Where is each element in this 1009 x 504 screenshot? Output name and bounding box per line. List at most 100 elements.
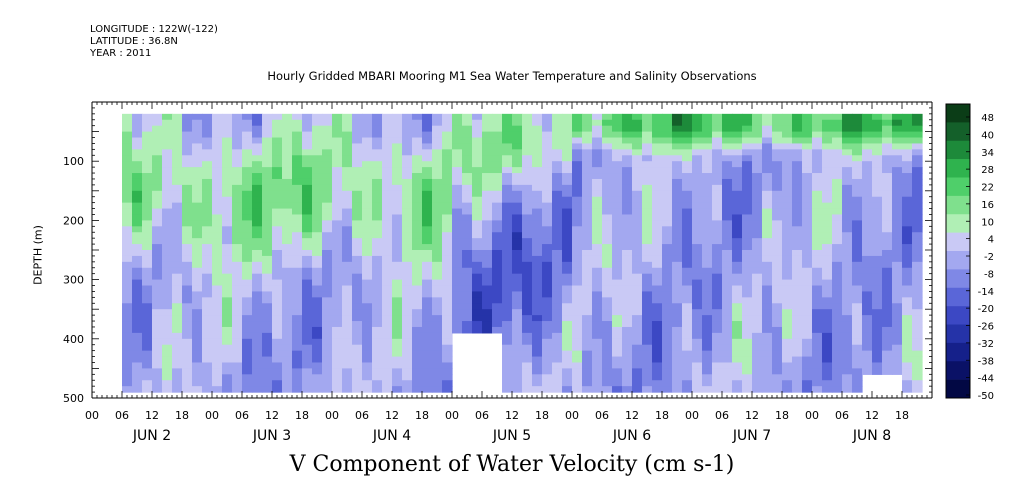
heatmap-cell	[542, 380, 553, 387]
heatmap-cell	[532, 238, 543, 245]
heatmap-cell	[392, 113, 403, 121]
heatmap-cell	[122, 374, 133, 381]
heatmap-cell	[372, 315, 383, 322]
heatmap-cell	[322, 214, 333, 221]
heatmap-cell	[882, 321, 893, 328]
heatmap-cell	[512, 137, 523, 145]
heatmap-cell	[402, 309, 413, 316]
heatmap-cell	[172, 374, 183, 381]
heatmap-cell	[362, 190, 373, 198]
heatmap-cell	[402, 362, 413, 369]
heatmap-cell	[852, 226, 863, 233]
heatmap-cell	[412, 226, 423, 233]
heatmap-cell	[172, 297, 183, 304]
heatmap-cell	[252, 244, 263, 251]
heatmap-cell	[192, 261, 203, 269]
heatmap-cell	[812, 238, 823, 245]
heatmap-cell	[672, 362, 683, 369]
heatmap-cell	[522, 220, 533, 227]
heatmap-cell	[282, 297, 293, 304]
heatmap-cell	[622, 113, 633, 121]
heatmap-cell	[862, 285, 873, 293]
heatmap-cell	[352, 149, 363, 156]
heatmap-cell	[822, 332, 833, 340]
heatmap-cell	[352, 362, 363, 369]
heatmap-cell	[762, 273, 773, 281]
heatmap-cell	[182, 297, 193, 304]
heatmap-cell	[372, 285, 383, 293]
heatmap-cell	[522, 332, 533, 340]
heatmap-cell	[772, 119, 783, 127]
heatmap-cell	[752, 196, 763, 204]
heatmap-cell	[252, 356, 263, 364]
heatmap-cell	[492, 190, 503, 198]
heatmap-cell	[372, 232, 383, 239]
heatmap-cell	[472, 315, 483, 322]
heatmap-cell	[502, 386, 513, 393]
heatmap-cell	[722, 214, 733, 221]
heatmap-cell	[532, 309, 543, 316]
heatmap-cell	[642, 297, 653, 304]
heatmap-cell	[902, 232, 913, 239]
heatmap-cell	[272, 226, 283, 233]
heatmap-cell	[752, 362, 763, 369]
heatmap-cell	[722, 332, 733, 340]
heatmap-cell	[622, 362, 633, 369]
heatmap-cell	[642, 315, 653, 322]
heatmap-cell	[542, 250, 553, 257]
heatmap-cell	[772, 137, 783, 145]
heatmap-cell	[402, 226, 413, 233]
heatmap-cell	[772, 208, 783, 216]
heatmap-cell	[452, 131, 463, 139]
heatmap-cell	[472, 119, 483, 127]
x-tick-label: 18	[655, 409, 669, 422]
heatmap-cell	[812, 155, 823, 162]
heatmap-cell	[172, 226, 183, 233]
heatmap-cell	[162, 255, 173, 263]
heatmap-cell	[402, 113, 413, 121]
heatmap-cell	[332, 374, 343, 381]
heatmap-cell	[832, 297, 843, 304]
heatmap-cell	[302, 338, 313, 346]
heatmap-cell	[872, 350, 883, 358]
heatmap-cell	[202, 303, 213, 310]
heatmap-cell	[442, 167, 453, 174]
heatmap-cell	[682, 267, 693, 275]
heatmap-cell	[562, 196, 573, 204]
heatmap-cell	[282, 161, 293, 168]
heatmap-cell	[502, 178, 513, 186]
heatmap-cell	[822, 238, 833, 245]
heatmap-cell	[552, 297, 563, 304]
heatmap-cell	[352, 297, 363, 304]
heatmap-cell	[232, 244, 243, 251]
heatmap-cell	[802, 321, 813, 328]
heatmap-cell	[622, 244, 633, 251]
heatmap-cell	[272, 261, 283, 269]
heatmap-cell	[832, 255, 843, 263]
heatmap-cell	[872, 238, 883, 245]
heatmap-cell	[672, 125, 683, 133]
heatmap-cell	[292, 143, 303, 150]
heatmap-cell	[732, 113, 743, 121]
heatmap-cell	[822, 143, 833, 150]
x-tick-label: 00	[85, 409, 99, 422]
heatmap-cell	[562, 149, 573, 156]
heatmap-cell	[652, 167, 663, 174]
heatmap-cell	[272, 202, 283, 210]
heatmap-cell	[722, 273, 733, 281]
heatmap-cell	[752, 178, 763, 186]
heatmap-cell	[412, 125, 423, 133]
heatmap-cell	[162, 173, 173, 180]
heatmap-cell	[422, 303, 433, 310]
heatmap-cell	[512, 326, 523, 334]
heatmap-cell	[862, 338, 873, 346]
heatmap-cell	[402, 332, 413, 340]
heatmap-cell	[182, 184, 193, 192]
heatmap-cell	[422, 315, 433, 322]
heatmap-cell	[892, 196, 903, 204]
heatmap-cell	[122, 113, 133, 121]
heatmap-cell	[362, 202, 373, 210]
heatmap-cell	[752, 356, 763, 364]
heatmap-cell	[772, 149, 783, 156]
heatmap-cell	[522, 321, 533, 328]
